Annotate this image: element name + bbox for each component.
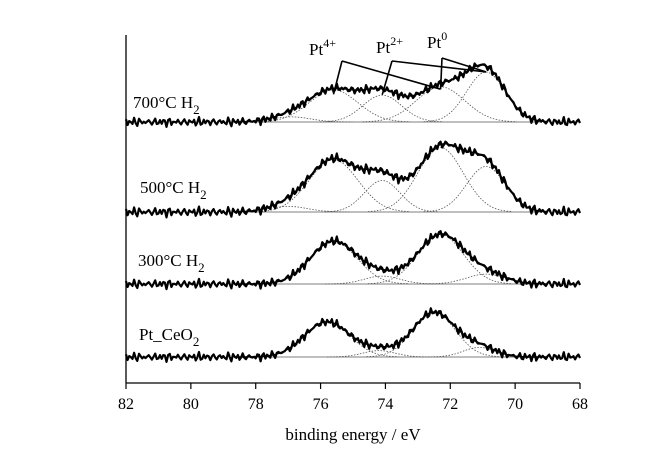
spectrum — [124, 140, 582, 219]
peak-label-base: Pt — [376, 38, 390, 57]
spectra-group — [124, 62, 582, 363]
peak-label: Pt0 — [427, 29, 447, 52]
component-peak — [255, 89, 411, 123]
component-peak — [225, 206, 350, 213]
peak-label: Pt4+ — [309, 36, 336, 59]
peak-pointer-line — [441, 57, 487, 73]
peak-annotations: Pt4+ Pt2+ Pt0 — [309, 29, 487, 96]
peak-label-base: Pt — [427, 33, 441, 52]
component-peak — [367, 234, 512, 285]
component-peak — [319, 94, 444, 123]
component-peak — [254, 321, 399, 358]
trace-label-subscript: 2 — [198, 260, 205, 275]
peak-pointer-line — [391, 60, 487, 73]
x-tick-label: 82 — [118, 396, 134, 413]
trace-label: 300°C H2 — [138, 251, 205, 275]
x-axis-title: binding energy / eV — [285, 425, 421, 444]
trace-label-subscript: 2 — [200, 187, 207, 202]
component-peak — [366, 311, 501, 358]
trace-label-main: 300°C H — [138, 251, 198, 270]
x-tick-label: 80 — [183, 396, 199, 413]
trace-label: 500°C H2 — [140, 178, 207, 202]
trace-label-main: 500°C H — [140, 178, 200, 197]
x-tick-label: 72 — [442, 396, 458, 413]
trace-label-main: 700°C H — [133, 93, 193, 112]
component-peak — [423, 166, 547, 213]
peak-label: Pt2+ — [376, 34, 403, 57]
component-peak — [423, 71, 547, 123]
spectrum — [124, 230, 582, 291]
x-tick-label: 68 — [572, 396, 588, 413]
raw-data-line — [124, 307, 582, 363]
component-peak — [325, 275, 438, 285]
component-peak — [255, 159, 411, 213]
peak-pointer-line — [341, 60, 441, 90]
peak-label-superscript: 2+ — [390, 34, 403, 48]
raw-data-line — [124, 230, 582, 291]
component-peak — [327, 350, 430, 358]
spectrum — [124, 307, 582, 363]
trace-label-main: Pt_CeO — [139, 325, 193, 344]
trace-label-subscript: 2 — [193, 102, 200, 117]
component-peak — [362, 86, 518, 123]
peak-pointer-line — [332, 60, 343, 95]
spectrum — [124, 62, 582, 128]
x-tick-label: 70 — [507, 396, 523, 413]
peak-label-base: Pt — [309, 40, 323, 59]
component-peak — [325, 180, 439, 213]
peak-label-superscript: 4+ — [323, 36, 336, 50]
component-peak — [258, 240, 408, 285]
x-ticks: 82 80 78 76 74 72 70 68 — [118, 383, 588, 413]
x-tick-label: 78 — [248, 396, 264, 413]
peak-label-superscript: 0 — [441, 29, 447, 43]
component-peak — [229, 116, 353, 123]
raw-data-line — [124, 62, 582, 128]
trace-label: Pt_CeO2 — [139, 325, 199, 349]
component-peak — [367, 147, 512, 212]
x-tick-label: 76 — [313, 396, 329, 413]
trace-label: 700°C H2 — [133, 93, 200, 117]
x-tick-label: 74 — [377, 396, 393, 413]
peak-pointer-line — [439, 57, 443, 90]
trace-label-subscript: 2 — [193, 334, 200, 349]
raw-data-line — [124, 140, 582, 219]
peak-pointer-line — [381, 60, 393, 96]
